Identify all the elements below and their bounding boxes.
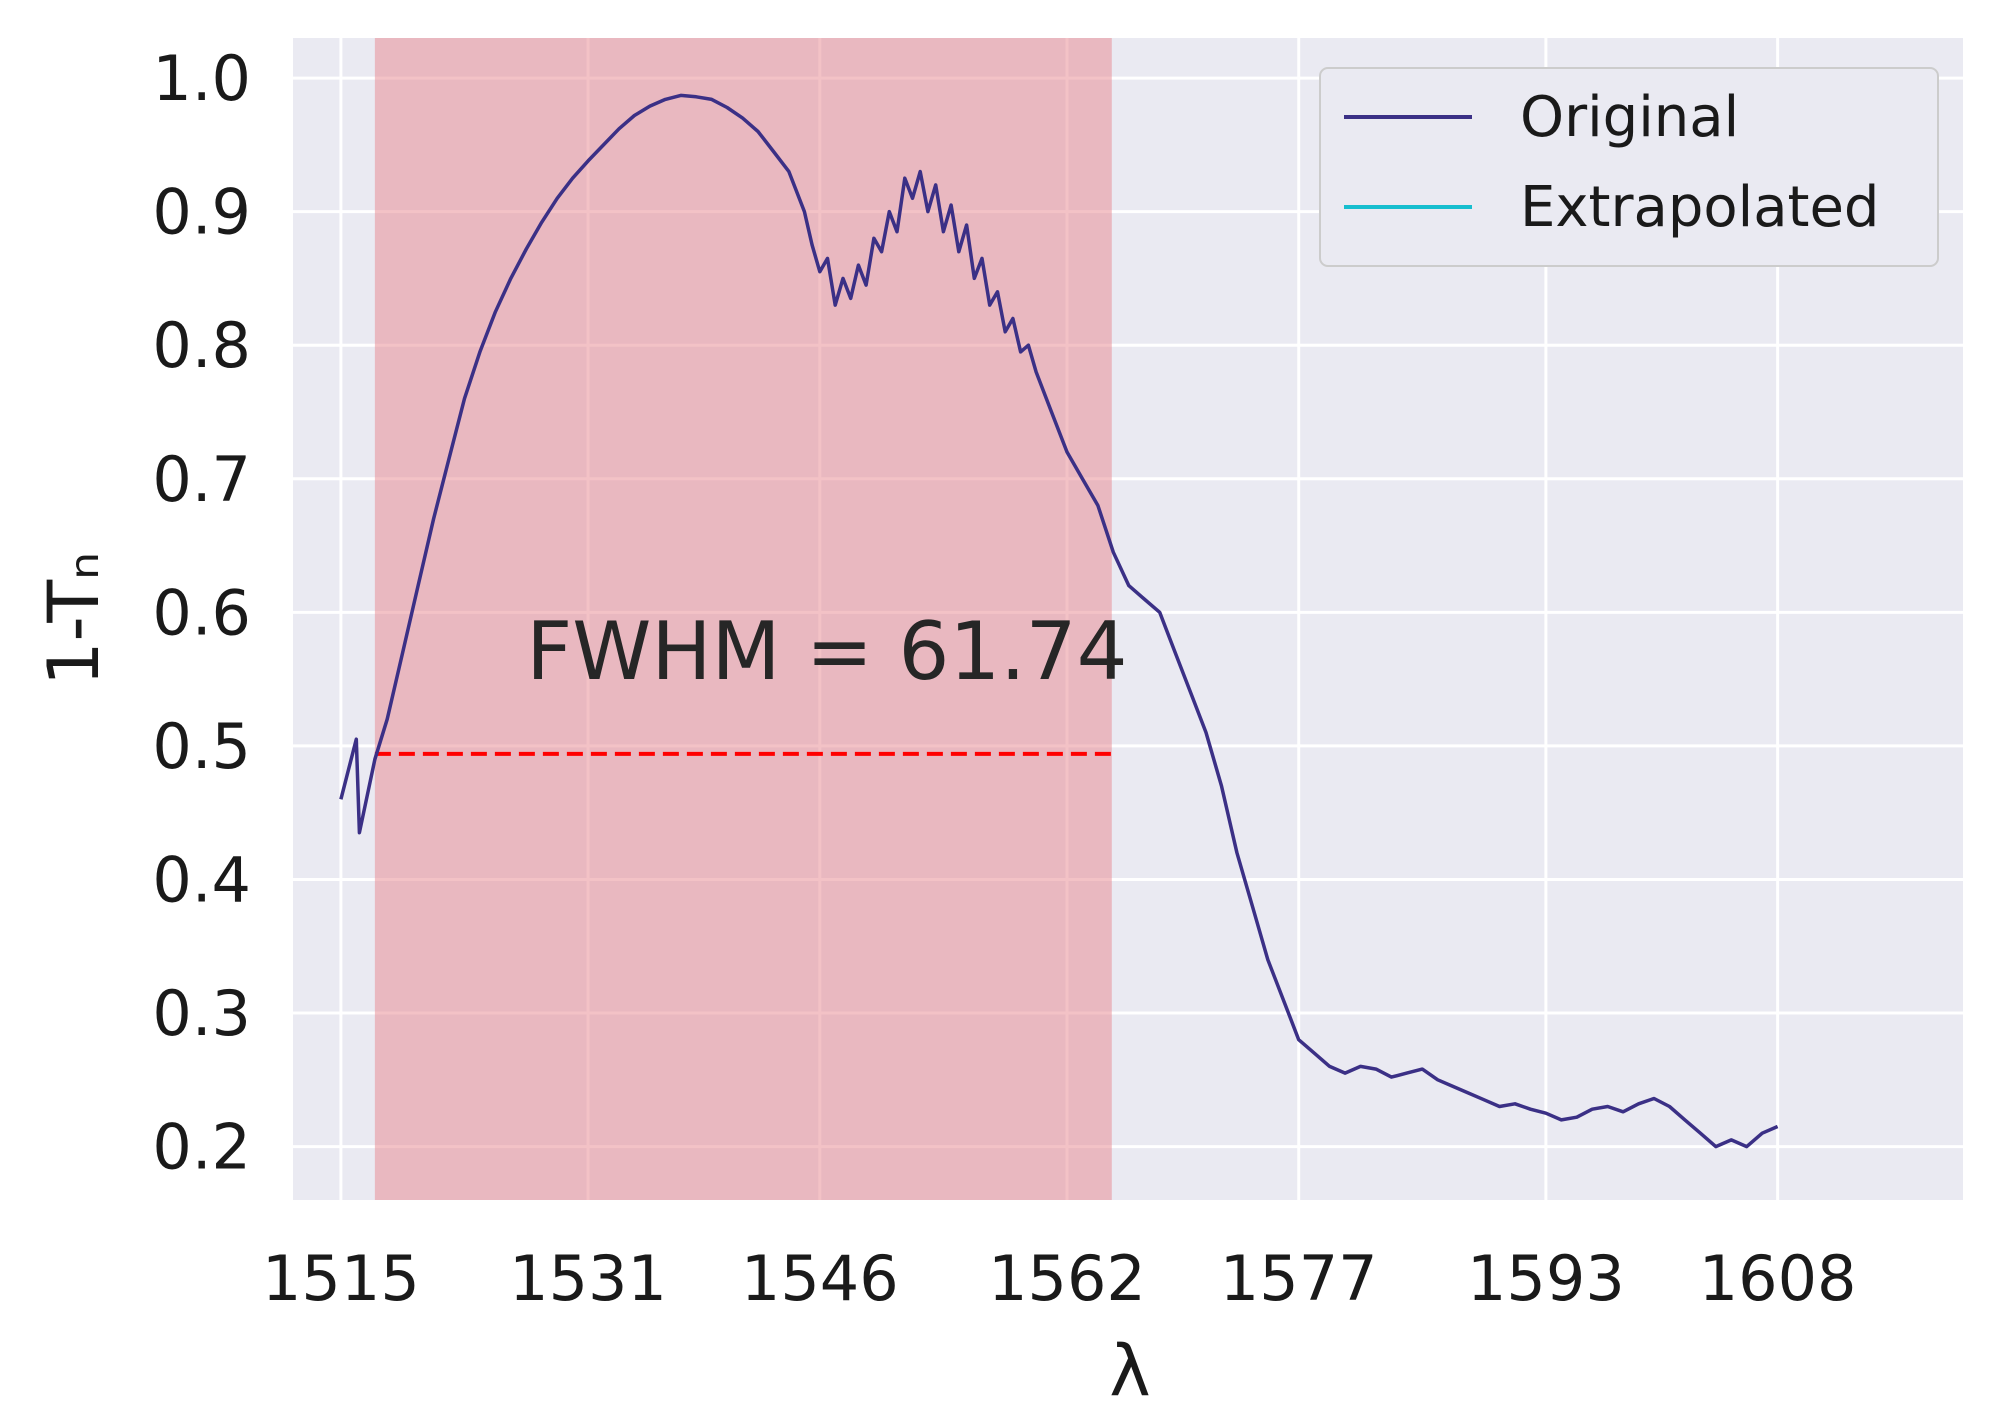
- x-tick-label: 1593: [1467, 1242, 1625, 1315]
- legend: Original Extrapolated: [1319, 67, 1939, 267]
- fwhm-shaded-region: [374, 38, 1112, 1200]
- fwhm-annotation: FWHM = 61.74: [526, 605, 1127, 698]
- y-axis-label: 1-Tₙ: [33, 552, 115, 686]
- y-tick-label: 0.3: [152, 977, 251, 1050]
- legend-label-original: Original: [1520, 85, 1739, 150]
- y-tick-label: 0.9: [152, 176, 251, 249]
- x-tick-label: 1608: [1699, 1242, 1857, 1315]
- x-tick-label: 1562: [988, 1242, 1146, 1315]
- x-tick-label: 1531: [509, 1242, 667, 1315]
- legend-box: [1319, 67, 1939, 267]
- y-tick-label: 0.2: [152, 1111, 251, 1184]
- y-tick-label: 0.7: [152, 443, 251, 516]
- y-tick-label: 0.5: [152, 710, 251, 783]
- y-tick-label: 0.8: [152, 309, 251, 382]
- x-tick-label: 1515: [262, 1242, 420, 1315]
- x-axis-label: λ: [1109, 1330, 1150, 1412]
- legend-label-extrapolated: Extrapolated: [1520, 175, 1879, 240]
- x-tick-label: 1577: [1220, 1242, 1378, 1315]
- y-tick-label: 1.0: [152, 42, 251, 115]
- y-tick-label: 0.4: [152, 843, 251, 916]
- x-axis-ticks: 1515 1531 1546 1562 1577 1593 1608: [262, 1242, 1857, 1315]
- y-tick-label: 0.6: [152, 576, 251, 649]
- series-line-original: [339, 93, 1779, 1149]
- x-tick-label: 1546: [741, 1242, 899, 1315]
- y-axis-ticks: 0.2 0.3 0.4 0.5 0.6 0.7 0.8 0.9 1.0: [152, 42, 251, 1184]
